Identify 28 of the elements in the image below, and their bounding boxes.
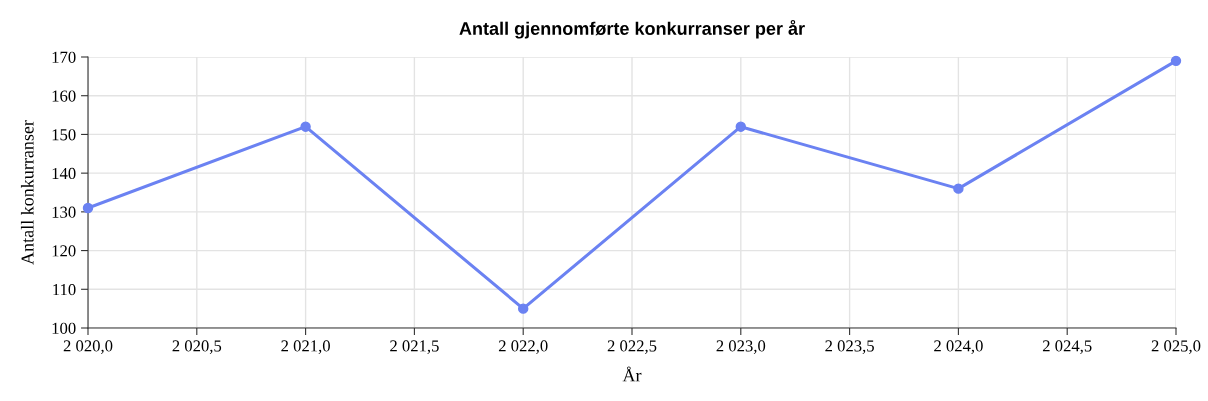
x-tick-label: 2 022,0 [498, 340, 548, 354]
x-axis-title: År [622, 366, 642, 382]
x-tick-label: 2 023,5 [825, 340, 874, 354]
y-axis-title: Antall konkurranser [20, 120, 34, 265]
x-tick-label: 2 020,5 [172, 340, 222, 354]
chart-title: Antall gjennomførte konkurranser per år [459, 19, 805, 39]
y-tick-label: 160 [52, 90, 76, 102]
x-tick-label: 2 024,0 [934, 340, 983, 354]
y-tick-label: 130 [52, 206, 76, 218]
point [735, 121, 747, 132]
point [953, 183, 964, 194]
y-tick-label: 140 [52, 167, 76, 180]
x-tick-label: 2 022,5 [607, 340, 657, 354]
x-tick-label: 2 025,0 [1151, 340, 1201, 354]
x-tick-label: 2 023,0 [716, 340, 766, 354]
point [1170, 55, 1182, 67]
x-tick-label: 2 021,0 [281, 340, 330, 354]
y-tick-label: 170 [52, 51, 76, 63]
point [517, 303, 529, 314]
point [82, 202, 94, 214]
x-tick-label: 2 024,5 [1042, 340, 1092, 354]
y-tick-label: 100 [52, 322, 76, 334]
y-tick-label: 110 [53, 283, 76, 296]
x-tick-label: 2 020,0 [63, 340, 113, 354]
x-tick-label: 2 021,5 [390, 340, 439, 354]
y-tick-label: 120 [52, 245, 76, 257]
point [300, 121, 311, 132]
y-tick-label: 150 [52, 129, 76, 141]
